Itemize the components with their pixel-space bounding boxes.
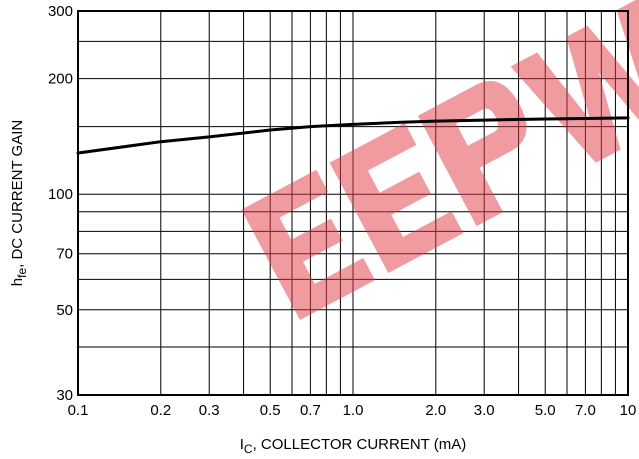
x-tick-label: 2.0 bbox=[425, 402, 446, 419]
y-tick-label: 300 bbox=[48, 3, 73, 20]
x-tick-label: 10 bbox=[620, 402, 637, 419]
y-axis-title-sub: fe bbox=[15, 268, 29, 278]
x-tick-label: 0.1 bbox=[68, 402, 89, 419]
x-tick-labels: 0.1 0.2 0.3 0.5 0.7 1.0 2.0 3.0 5.0 7.0 10 bbox=[68, 402, 637, 419]
y-axis-title-main: h bbox=[9, 278, 26, 286]
x-tick-label: 0.2 bbox=[150, 402, 171, 419]
y-tick-label: 70 bbox=[56, 246, 73, 263]
y-tick-label: 30 bbox=[56, 387, 73, 404]
x-tick-label: 0.3 bbox=[199, 402, 220, 419]
y-tick-label: 100 bbox=[48, 186, 73, 203]
x-tick-label: 7.0 bbox=[575, 402, 596, 419]
y-tick-labels: 30 50 70 100 200 300 bbox=[48, 3, 73, 404]
x-axis-title-sub: C bbox=[244, 442, 253, 456]
vertical-grid bbox=[77, 11, 629, 395]
x-tick-label: 0.5 bbox=[260, 402, 281, 419]
x-tick-label: 5.0 bbox=[535, 402, 556, 419]
x-axis-title-main: I bbox=[240, 436, 244, 453]
eepw-watermark bbox=[241, 0, 639, 320]
x-tick-label: 0.7 bbox=[300, 402, 321, 419]
y-tick-label: 200 bbox=[48, 71, 73, 88]
y-axis-title: hfe, DC CURRENT GAIN bbox=[9, 120, 29, 286]
series-line bbox=[76, 116, 630, 155]
y-tick-label: 50 bbox=[56, 302, 73, 319]
x-tick-label: 1.0 bbox=[343, 402, 364, 419]
series-layer bbox=[76, 116, 630, 155]
x-tick-label: 3.0 bbox=[474, 402, 495, 419]
plot-frame bbox=[77, 10, 629, 396]
x-axis-title: IC, COLLECTOR CURRENT (mA) bbox=[240, 436, 466, 456]
x-axis-title-rest: , COLLECTOR CURRENT (mA) bbox=[253, 436, 467, 453]
y-axis-title-rest: , DC CURRENT GAIN bbox=[9, 120, 26, 268]
